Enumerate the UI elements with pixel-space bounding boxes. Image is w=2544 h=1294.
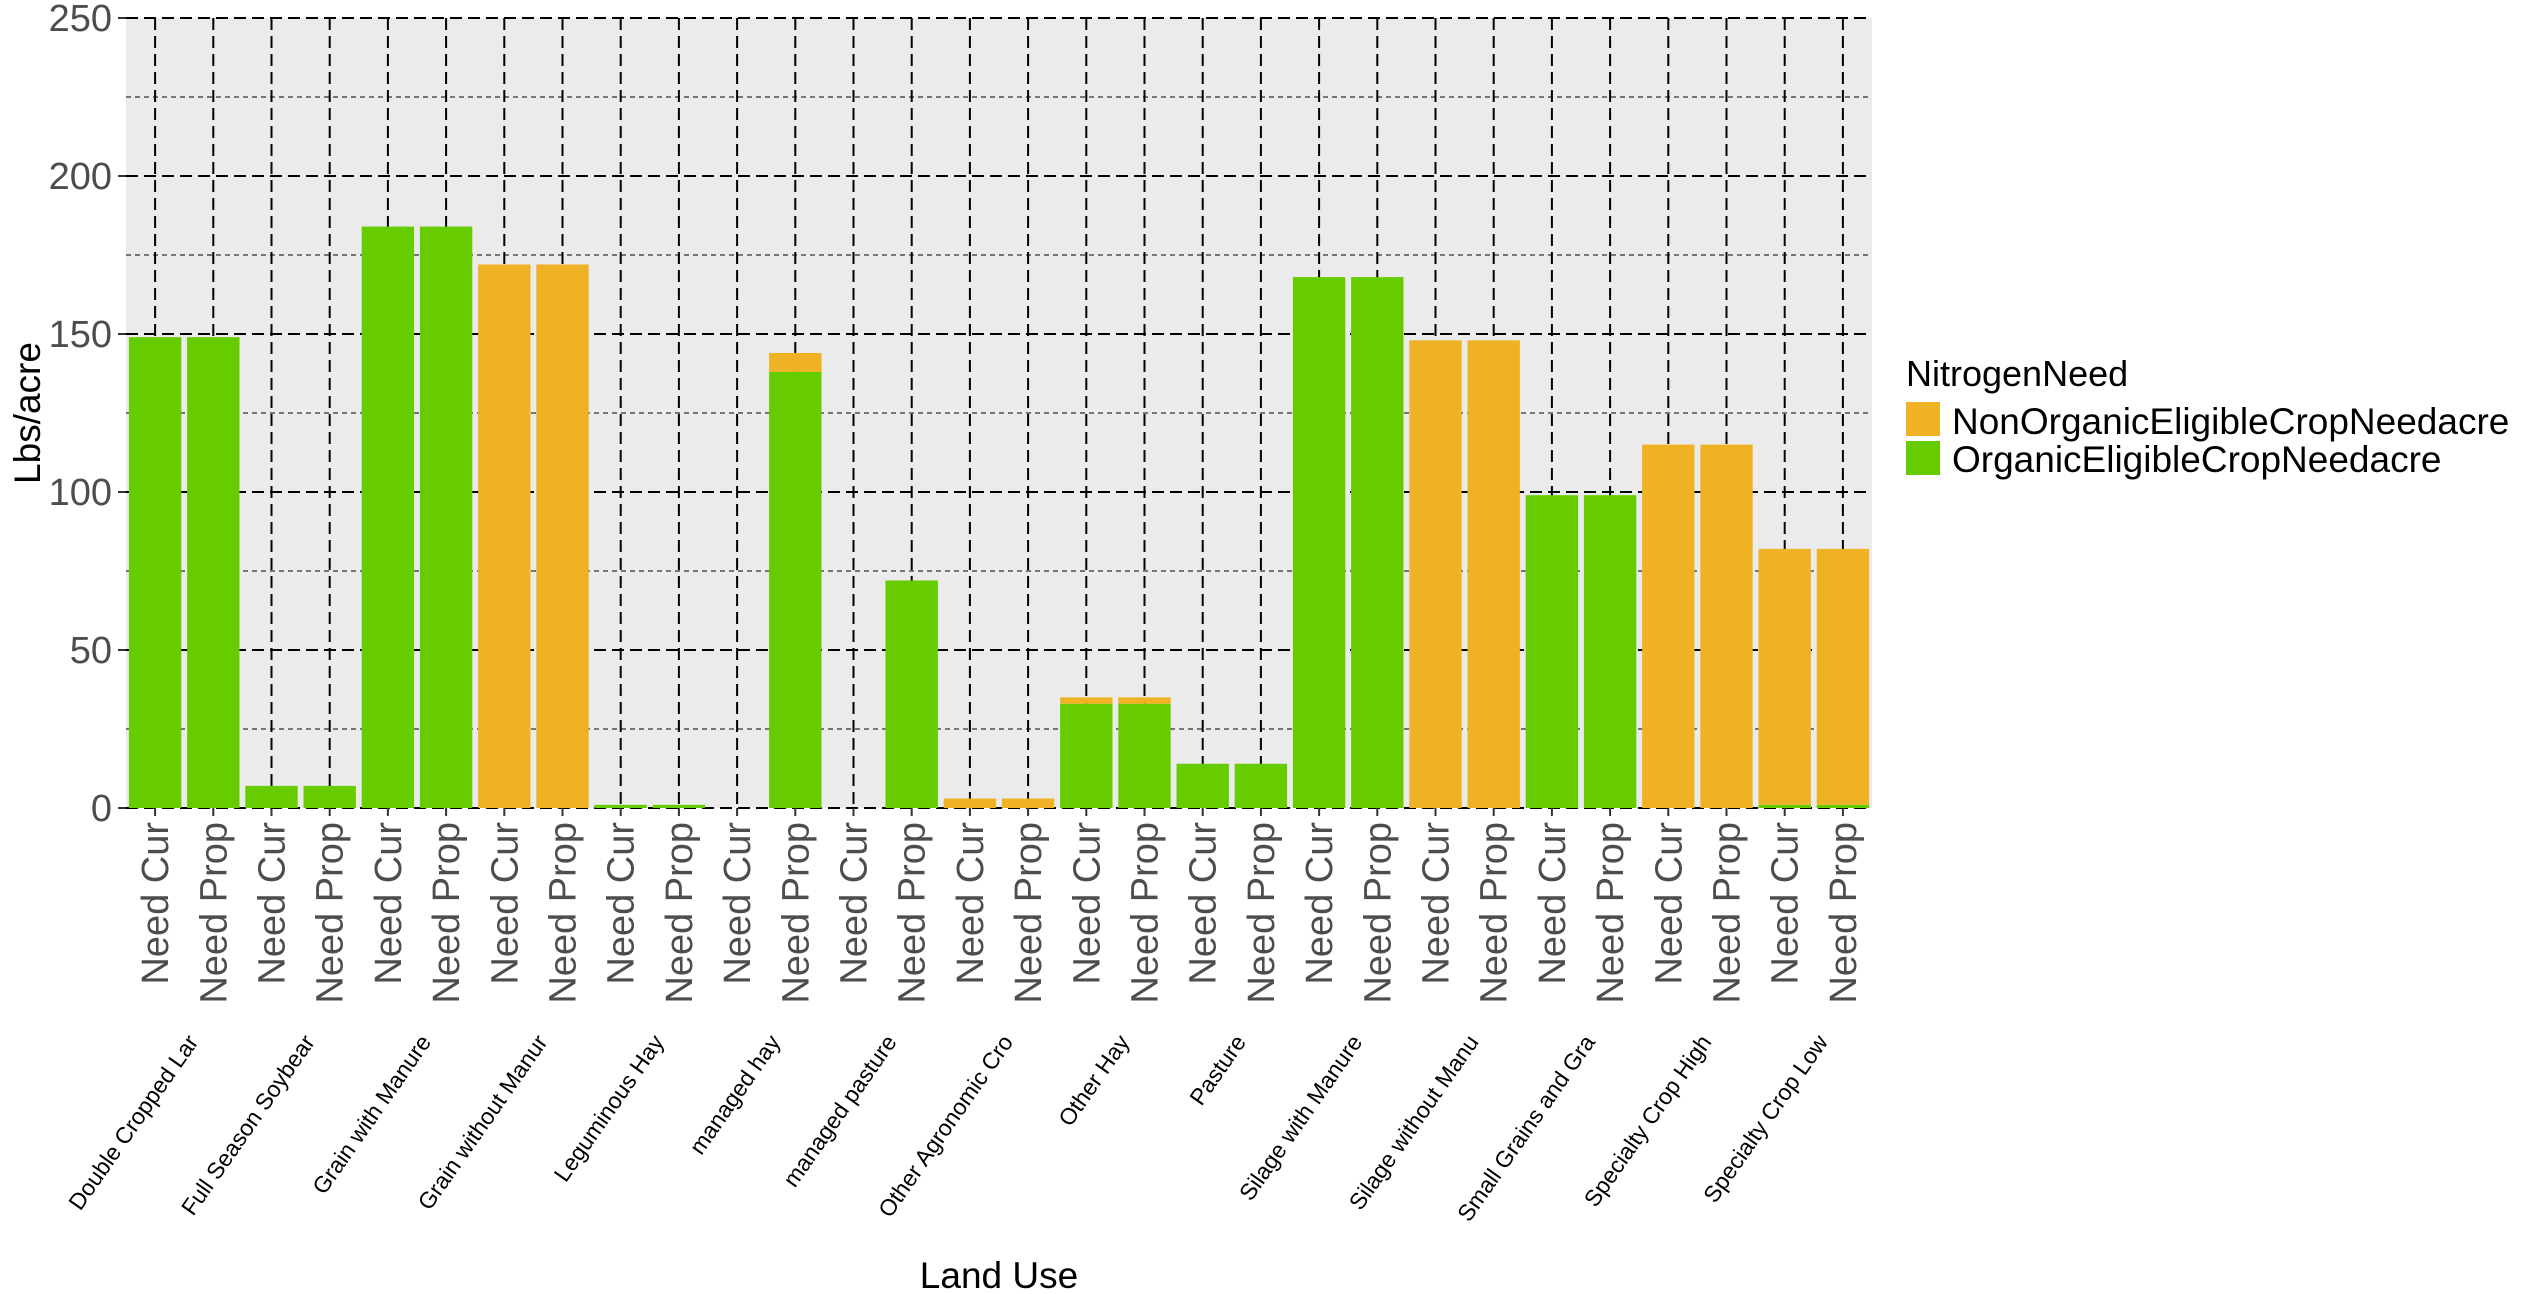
legend-label-nonorganic: NonOrganicEligibleCropNeedacre: [1952, 401, 2509, 442]
legend-swatch-nonorganic: [1906, 402, 1940, 436]
y-tick-label: 50: [70, 630, 112, 672]
x-tick-label: Need Cur: [1416, 822, 1458, 985]
group-label: Grain without Manur: [412, 1030, 552, 1215]
bar-NonOrganicEligibleCropNeedacre-29: [1816, 548, 1870, 805]
x-tick-label: Need Cur: [484, 822, 526, 985]
x-tick-label: Need Prop: [1474, 822, 1516, 1004]
bar-OrganicEligibleCropNeedacre-29: [1816, 804, 1870, 808]
bar-OrganicEligibleCropNeedacre-9: [652, 804, 706, 808]
x-tick-label: Need Prop: [1357, 822, 1399, 1004]
x-tick-label: Need Cur: [717, 822, 759, 985]
x-axis-title: Land Use: [920, 1255, 1078, 1294]
group-label: Grain with Manure: [307, 1030, 436, 1199]
x-tick-label: Need Prop: [1241, 822, 1283, 1004]
y-tick-label: 0: [91, 788, 112, 830]
legend-label-organic: OrganicEligibleCropNeedacre: [1952, 439, 2441, 480]
bar-OrganicEligibleCropNeedacre-24: [1525, 495, 1579, 808]
x-tick-label: Need Cur: [601, 822, 643, 985]
bar-OrganicEligibleCropNeedacre-4: [361, 226, 415, 808]
group-label: Other Agronomic Cro: [873, 1030, 1018, 1222]
bar-OrganicEligibleCropNeedacre-20: [1292, 277, 1346, 808]
bar-OrganicEligibleCropNeedacre-13: [885, 580, 938, 808]
bar-OrganicEligibleCropNeedacre-1: [187, 337, 240, 808]
bars: [128, 226, 1870, 809]
bar-OrganicEligibleCropNeedacre-28: [1758, 804, 1811, 808]
bar-NonOrganicEligibleCropNeedacre-6: [478, 264, 531, 809]
x-tick-label: Need Cur: [1299, 822, 1341, 985]
x-tick-label: Need Cur: [1066, 822, 1108, 985]
x-tick-label: Need Cur: [1532, 822, 1574, 985]
x-tick-label: Need Prop: [659, 822, 701, 1004]
legend: NitrogenNeed NonOrganicEligibleCropNeeda…: [1906, 353, 2509, 480]
x-tick-label: Need Prop: [1823, 822, 1865, 1004]
y-tick-label: 150: [49, 314, 112, 356]
x-axis-ticks: Need Cur Need Prop Need Cur Need Prop Need C…: [135, 808, 1865, 1004]
bar-OrganicEligibleCropNeedacre-18: [1176, 763, 1229, 808]
bar-OrganicEligibleCropNeedacre-5: [419, 226, 473, 808]
bar-NonOrganicEligibleCropNeedacre-28: [1758, 548, 1811, 805]
x-tick-label: Need Cur: [135, 822, 177, 985]
group-label: Specialty Crop Low: [1698, 1030, 1833, 1208]
group-label: Double Cropped Lar: [63, 1030, 203, 1215]
x-tick-label: Need Cur: [1765, 822, 1807, 985]
bar-OrganicEligibleCropNeedacre-3: [303, 785, 356, 808]
group-label: Pasture: [1184, 1030, 1251, 1110]
bar-OrganicEligibleCropNeedacre-19: [1234, 763, 1288, 808]
group-label: Silage with Manure: [1234, 1030, 1367, 1205]
bar-NonOrganicEligibleCropNeedacre-11: [769, 352, 822, 372]
bar-NonOrganicEligibleCropNeedacre-14: [943, 798, 997, 808]
bar-OrganicEligibleCropNeedacre-11: [769, 371, 822, 808]
group-label: managed hay: [684, 1030, 786, 1159]
bar-NonOrganicEligibleCropNeedacre-17: [1118, 697, 1171, 704]
bar-OrganicEligibleCropNeedacre-2: [245, 785, 298, 808]
x-tick-label: Need Cur: [1648, 822, 1690, 985]
group-label: Other Hay: [1053, 1030, 1135, 1131]
y-tick-label: 100: [49, 472, 112, 514]
x-tick-label: Need Prop: [892, 822, 934, 1004]
x-tick-label: Need Prop: [543, 822, 585, 1004]
y-axis-ticks: 0 50 100 150 200 250: [49, 0, 126, 830]
y-tick-label: 200: [49, 156, 112, 198]
legend-title: NitrogenNeed: [1906, 353, 2128, 394]
x-tick-label: Need Prop: [1707, 822, 1749, 1004]
bar-NonOrganicEligibleCropNeedacre-27: [1700, 444, 1753, 808]
bar-NonOrganicEligibleCropNeedacre-15: [1001, 798, 1055, 808]
bar-NonOrganicEligibleCropNeedacre-7: [536, 264, 589, 809]
group-label: Specialty Crop High: [1579, 1030, 1717, 1211]
bar-NonOrganicEligibleCropNeedacre-22: [1409, 340, 1462, 808]
group-label: Silage without Manu: [1344, 1030, 1484, 1215]
bar-OrganicEligibleCropNeedacre-0: [128, 337, 182, 808]
x-tick-label: Need Cur: [1183, 822, 1225, 985]
x-tick-label: Need Prop: [193, 822, 235, 1004]
bar-OrganicEligibleCropNeedacre-16: [1060, 703, 1113, 808]
group-label: managed pasture: [778, 1030, 902, 1192]
x-tick-label: Need Prop: [1590, 822, 1632, 1004]
x-tick-label: Need Prop: [1008, 822, 1050, 1004]
x-tick-label: Need Prop: [775, 822, 817, 1004]
x-tick-label: Need Cur: [950, 822, 992, 985]
x-tick-label: Need Cur: [834, 822, 876, 985]
bar-NonOrganicEligibleCropNeedacre-26: [1642, 444, 1695, 808]
bar-OrganicEligibleCropNeedacre-8: [594, 804, 647, 808]
x-tick-label: Need Prop: [1125, 822, 1167, 1004]
bar-OrganicEligibleCropNeedacre-21: [1351, 277, 1404, 808]
x-tick-label: Need Cur: [368, 822, 410, 985]
bar-OrganicEligibleCropNeedacre-17: [1118, 703, 1171, 808]
bar-OrganicEligibleCropNeedacre-25: [1583, 495, 1637, 808]
y-tick-label: 250: [49, 0, 112, 40]
bar-NonOrganicEligibleCropNeedacre-16: [1060, 697, 1113, 704]
x-tick-label: Need Prop: [426, 822, 468, 1004]
legend-swatch-organic: [1906, 441, 1940, 475]
group-label: Full Season Soybear: [176, 1030, 320, 1220]
x-tick-label: Need Prop: [310, 822, 352, 1004]
bar-NonOrganicEligibleCropNeedacre-23: [1467, 340, 1520, 808]
x-tick-label: Need Cur: [252, 822, 294, 985]
y-axis-title: Lbs/acre: [7, 342, 48, 484]
group-label: Leguminous Hay: [549, 1030, 670, 1187]
